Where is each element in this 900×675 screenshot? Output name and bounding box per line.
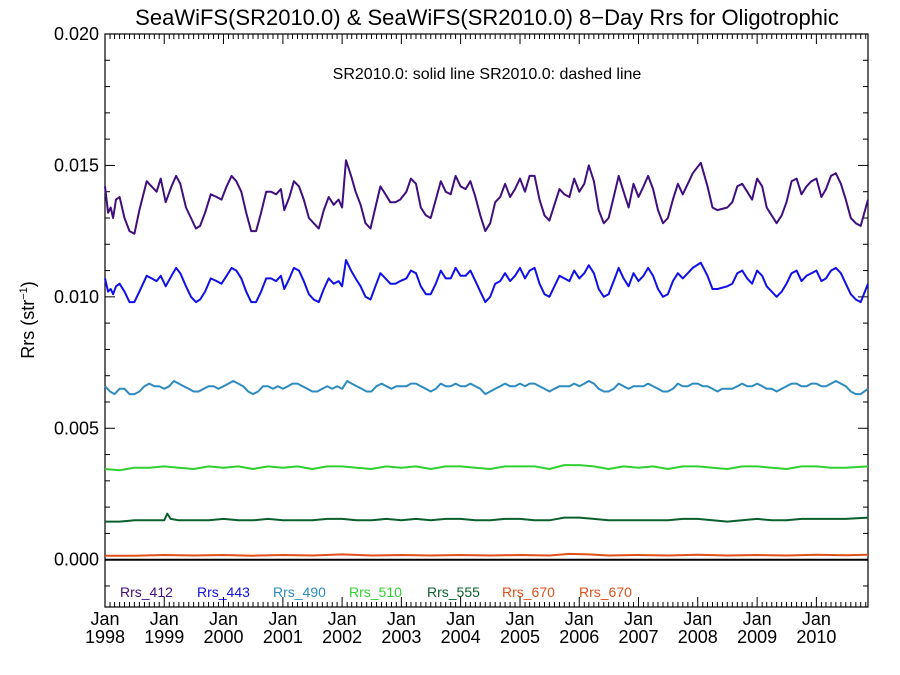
x-tick-year: 2008: [678, 627, 718, 647]
x-tick-year: 1998: [85, 627, 125, 647]
series-layer: [104, 159, 869, 561]
x-tick-month: Jan: [743, 609, 772, 629]
legend-entry-label: Rrs_443: [197, 584, 250, 600]
series-line-rrs_510: [104, 464, 869, 472]
legend-entry-label: Rrs_670: [579, 584, 632, 600]
series-line-rrs_443: [104, 259, 869, 304]
x-tick-year: 2004: [441, 627, 481, 647]
x-tick-month: Jan: [209, 609, 238, 629]
x-tick-year: 2010: [796, 627, 836, 647]
x-axis: Jan1998Jan1999Jan2000Jan2001Jan2002Jan20…: [85, 34, 867, 647]
x-tick-month: Jan: [565, 609, 594, 629]
x-tick-month: Jan: [90, 609, 119, 629]
x-tick-month: Jan: [683, 609, 712, 629]
x-tick-year: 2000: [203, 627, 243, 647]
x-tick-month: Jan: [328, 609, 357, 629]
x-tick-year: 2005: [500, 627, 540, 647]
legend-entry-label: Rrs_412: [120, 584, 173, 600]
plot-area-frame: [104, 33, 869, 608]
x-tick-month: Jan: [624, 609, 653, 629]
legend-entry-label: Rrs_510: [349, 584, 402, 600]
y-tick-label: 0.005: [54, 418, 99, 438]
y-tick-label: 0.020: [54, 24, 99, 44]
x-tick-year: 2001: [263, 627, 303, 647]
x-tick-month: Jan: [387, 609, 416, 629]
legend-entry-label: Rrs_670: [502, 584, 555, 600]
x-tick-year: 2003: [381, 627, 421, 647]
x-tick-month: Jan: [802, 609, 831, 629]
y-axis: 0.000 0.005 0.010 0.015 0.020: [54, 24, 868, 587]
x-tick-year: 2007: [618, 627, 658, 647]
legend: Rrs_412 Rrs_443 Rrs_490 Rrs_510 Rrs_555 Rrs_6…: [120, 584, 632, 600]
x-tick-year: 2009: [737, 627, 777, 647]
y-axis-label-superscript: −1: [18, 287, 30, 300]
y-axis-label-close: ): [18, 281, 38, 287]
legend-entry-label: Rrs_490: [273, 584, 326, 600]
series-line-rrs_412: [104, 159, 869, 235]
x-tick-month: Jan: [446, 609, 475, 629]
series-line-rrs_555: [105, 512, 869, 523]
y-axis-label: Rrs (str−1): [18, 281, 38, 359]
x-tick-month: Jan: [150, 609, 179, 629]
y-tick-label: 0.015: [54, 155, 99, 175]
x-tick-year: 2002: [322, 627, 362, 647]
line-style-annotation: SR2010.0: solid line SR2010.0: dashed li…: [333, 66, 642, 83]
x-tick-year: 1999: [144, 627, 184, 647]
chart-title: SeaWiFS(SR2010.0) & SeaWiFS(SR2010.0) 8−…: [135, 5, 839, 30]
y-tick-label: 0.010: [54, 287, 99, 307]
x-tick-month: Jan: [268, 609, 297, 629]
series-line-rrs_490: [104, 380, 869, 396]
series-line-rrs_670: [105, 552, 869, 557]
x-tick-month: Jan: [506, 609, 535, 629]
x-tick-year: 2006: [559, 627, 599, 647]
legend-entry-label: Rrs_555: [427, 584, 480, 600]
y-axis-label-main: Rrs (str: [18, 300, 38, 359]
y-tick-label: 0.000: [54, 550, 99, 570]
